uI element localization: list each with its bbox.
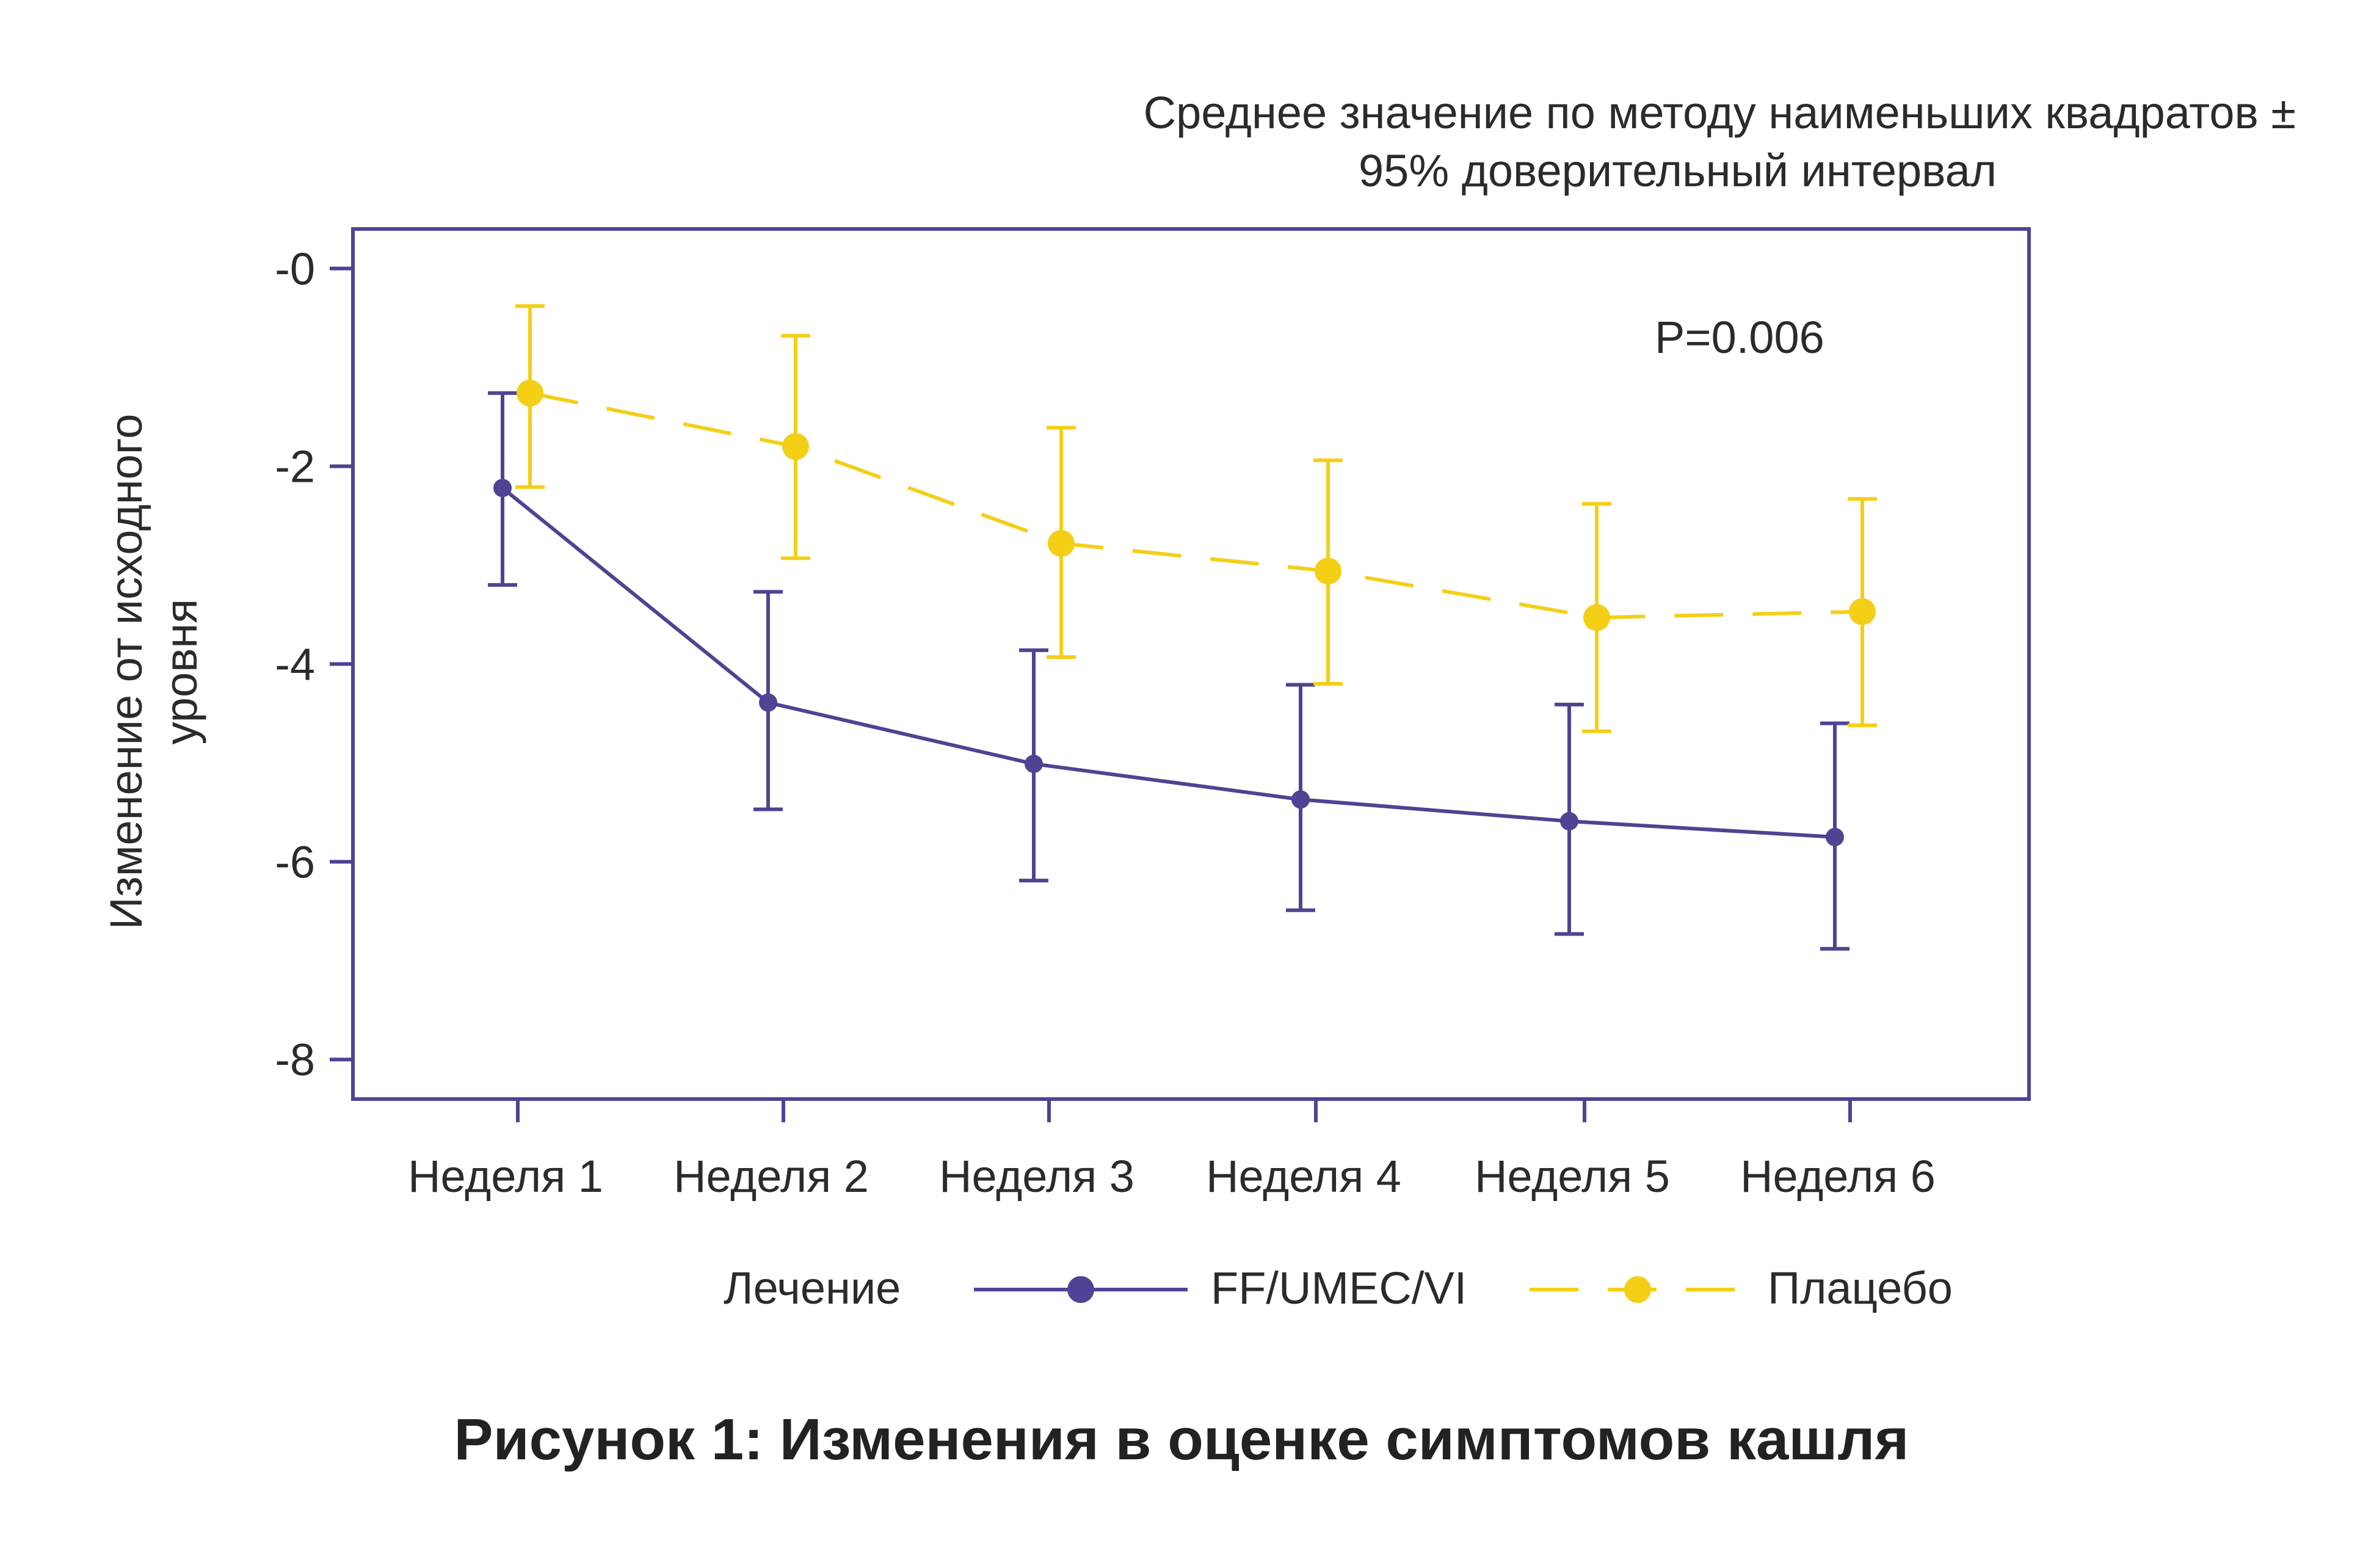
- data-point: [1048, 529, 1075, 557]
- data-point: [1025, 755, 1043, 774]
- series-ff-umec-vi: [488, 391, 1849, 951]
- legend-title: Лечение: [724, 1263, 901, 1313]
- x-tick-label: Неделя 2: [673, 1151, 869, 1202]
- data-point: [782, 433, 809, 460]
- data-point: [1560, 811, 1578, 830]
- x-tick-label: Неделя 5: [1475, 1151, 1670, 1202]
- legend: FF/UMEC/VI Плацебо: [974, 1263, 1953, 1313]
- legend-marker-placebo: [1624, 1276, 1651, 1303]
- y-axis-label-line-2: уровня: [156, 599, 206, 745]
- x-tick-label: Неделя 4: [1206, 1151, 1401, 1202]
- series-line: [529, 391, 1863, 620]
- data-point: [1826, 827, 1844, 846]
- data-point: [493, 479, 512, 498]
- y-axis-label-line-1: Изменение от исходного: [101, 414, 151, 930]
- data-point: [1849, 598, 1876, 625]
- data-point: [1291, 790, 1310, 809]
- figure-caption: Рисунок 1: Изменения в оценке симптомов …: [454, 1407, 1909, 1472]
- legend-marker-ff-umec-vi: [1067, 1276, 1094, 1303]
- x-tick-label: Неделя 3: [939, 1151, 1134, 1202]
- data-point: [759, 693, 777, 712]
- chart-subtitle-line-2: 95% доверительный интервал: [1359, 145, 1997, 196]
- legend-label-ff-umec-vi: FF/UMEC/VI: [1211, 1263, 1467, 1313]
- series-line: [501, 486, 1835, 839]
- y-tick-label: -4: [275, 639, 315, 690]
- chart-subtitle-line-1: Среднее значение по методу наименьших кв…: [1144, 87, 2296, 138]
- x-tick-label: Неделя 1: [408, 1151, 603, 1202]
- y-tick-label: -6: [275, 837, 315, 887]
- y-tick-label: -8: [275, 1034, 315, 1085]
- y-axis: -0 -2 -4 -6 -8: [275, 244, 353, 1085]
- y-tick-label: -2: [275, 441, 315, 492]
- y-tick-label: -0: [275, 244, 315, 294]
- data-point: [1315, 557, 1341, 585]
- x-axis: Неделя 1 Неделя 2 Неделя 3 Неделя 4 Неделя 5…: [408, 1099, 1936, 1202]
- data-point: [517, 379, 543, 407]
- legend-label-placebo: Плацебо: [1768, 1263, 1953, 1313]
- p-value-annotation: P=0.006: [1655, 312, 1824, 363]
- x-tick-label: Неделя 6: [1740, 1151, 1936, 1202]
- data-point: [1583, 604, 1610, 631]
- series-placebo: [515, 304, 1877, 733]
